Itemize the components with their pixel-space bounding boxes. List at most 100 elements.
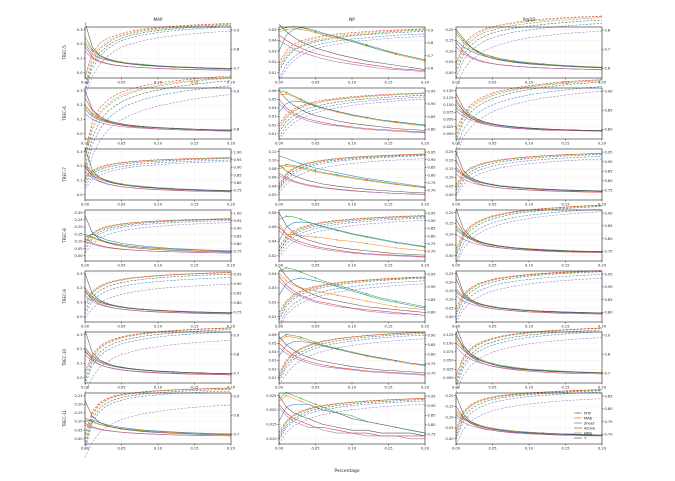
y-right-tick-label: 0.8 [428, 41, 434, 45]
series-solid-mtf [278, 215, 426, 248]
x-tick-label: 0.10 [154, 81, 163, 85]
point-mab [91, 50, 94, 52]
series-solid-t [278, 164, 426, 194]
y-left-tick-label: 0.1 [77, 362, 83, 366]
series-dashed-t [455, 329, 603, 386]
point-mab [336, 111, 339, 113]
x-tick-label: 0.20 [227, 264, 236, 268]
series-solid-sheet [84, 233, 232, 252]
y-right-tick-label: 0.80 [428, 173, 437, 177]
y-right-tick-label: 0.90 [428, 333, 437, 337]
x-tick-label: 0.05 [117, 142, 125, 146]
y-left-tick-label: 0.15 [74, 232, 82, 236]
x-tick-label: 0.00 [81, 447, 90, 451]
y-left-tick-label: 0.025 [443, 367, 453, 371]
panel-trec-10-map: 0.00 0.05 0.10 0.15 0.20 0.0 0.1 0.2 0.3 0.7 0.8 0.… [62, 327, 240, 393]
series-dashed-active [278, 153, 426, 185]
y-left-tick-label: 0.15 [74, 411, 82, 415]
y-left-tick-label: 0.02 [268, 254, 276, 258]
series-dashed-mtf [278, 215, 426, 252]
y-left-tick-label: 0.25 [445, 272, 453, 276]
x-tick-label: 0.10 [348, 203, 357, 207]
series-dashed-active [278, 331, 426, 374]
series-dashed-t [278, 399, 426, 439]
panel-trec-7-np: 0.00 0.05 0.10 0.15 0.20 0.02 0.04 0.06 0.08 0.10… [268, 148, 437, 207]
series-solid-sheet [278, 100, 426, 126]
x-tick-label: 0.15 [190, 447, 198, 451]
y-left-tick-label: 0.0 [77, 71, 83, 75]
series-dashed-mtf [278, 29, 426, 69]
series-solid-t [84, 273, 232, 314]
x-tick-label: 0.00 [81, 142, 90, 146]
series-solid-nms [278, 406, 425, 440]
point-mtf [300, 218, 302, 220]
y-left-tick-label: 0.06 [268, 176, 277, 180]
y-left-tick-label: 0.025 [266, 394, 276, 398]
point-mtf [365, 293, 368, 295]
panel-trec-7-map: 0.00 0.05 0.10 0.15 0.20 0.0 0.1 0.2 0.3 0.75 0.80… [62, 147, 242, 207]
series-dashed-active [455, 204, 603, 249]
y-left-tick-label: 0.10 [445, 176, 454, 180]
x-tick-label: 0.00 [275, 447, 284, 451]
y-left-tick-label: 0.100 [443, 341, 454, 345]
series-solid-mab [278, 273, 426, 310]
x-tick-label: 0.00 [81, 203, 90, 207]
x-tick-label: 0.10 [525, 447, 534, 451]
x-tick-label: 0.05 [311, 142, 319, 146]
series-dashed-active [278, 276, 426, 313]
x-tick-label: 0.05 [311, 325, 319, 329]
point-mtf [365, 236, 368, 238]
y-left-tick-label: 0.2 [77, 286, 83, 290]
x-tick-label: 0.20 [227, 325, 236, 329]
series-dashed-t [455, 271, 603, 316]
x-tick-label: 0.20 [421, 264, 430, 268]
series-solid-mab [84, 235, 232, 252]
x-tick-label: 0.00 [275, 142, 284, 146]
y-right-tick-label: 0.8 [234, 128, 240, 132]
y-left-tick-label: 0.08 [268, 167, 277, 171]
point-mab [365, 300, 368, 302]
y-right-tick-label: 0.8 [605, 28, 611, 32]
y-left-tick-label: 0.3 [77, 150, 83, 154]
y-right-tick-label: 0.85 [428, 166, 436, 170]
series-dashed-nms [84, 94, 232, 184]
series-dashed-mab [455, 205, 603, 252]
series-dashed-sheet [84, 331, 232, 386]
point-mab [395, 121, 397, 124]
series-dashed-mab [455, 79, 603, 134]
point-mtf [395, 242, 397, 244]
y-left-tick-label: 0.125 [443, 96, 453, 100]
y-left-tick-label: 0.000 [443, 376, 454, 380]
series-dashed-active [455, 152, 603, 185]
column-title: NP [349, 17, 355, 22]
series-solid-active [455, 406, 603, 437]
series-dashed-nms [84, 161, 232, 190]
y-left-tick-label: 0.10 [445, 232, 454, 236]
series-dashed-t [455, 154, 603, 191]
series-dashed-mtf [278, 93, 426, 130]
y-right-tick-label: 0.90 [234, 227, 243, 231]
panel-trec-11-p10: 0.00 0.05 0.10 0.15 0.20 0.00 0.05 0.10 0.15 0.20… [445, 389, 613, 451]
point-mtf [300, 166, 302, 168]
series-solid-sheet [278, 277, 426, 309]
y-left-tick-label: 0.06 [268, 225, 277, 229]
y-left-tick-label: 0.25 [74, 394, 82, 398]
y-right-tick-label: 0.85 [605, 298, 613, 302]
point-mtf [91, 49, 94, 51]
series-dashed-active [84, 272, 232, 303]
series-solid-sheet [278, 27, 426, 61]
series-dashed-mtf [278, 153, 426, 188]
x-tick-label: 0.10 [525, 203, 534, 207]
x-tick-label: 0.05 [311, 81, 319, 85]
x-tick-label: 0.05 [311, 386, 319, 390]
point-mab [336, 294, 339, 296]
series-dashed-mab [278, 331, 426, 376]
x-tick-label: 0.05 [117, 386, 125, 390]
x-tick-label: 0.00 [452, 264, 461, 268]
y-left-tick-label: 0.05 [74, 247, 82, 251]
series-solid-nms [84, 113, 232, 132]
point-mab [314, 290, 317, 292]
row-label: TREC-6 [62, 106, 67, 122]
x-tick-label: 0.15 [561, 142, 569, 146]
y-right-tick-label: 0.85 [234, 291, 242, 295]
